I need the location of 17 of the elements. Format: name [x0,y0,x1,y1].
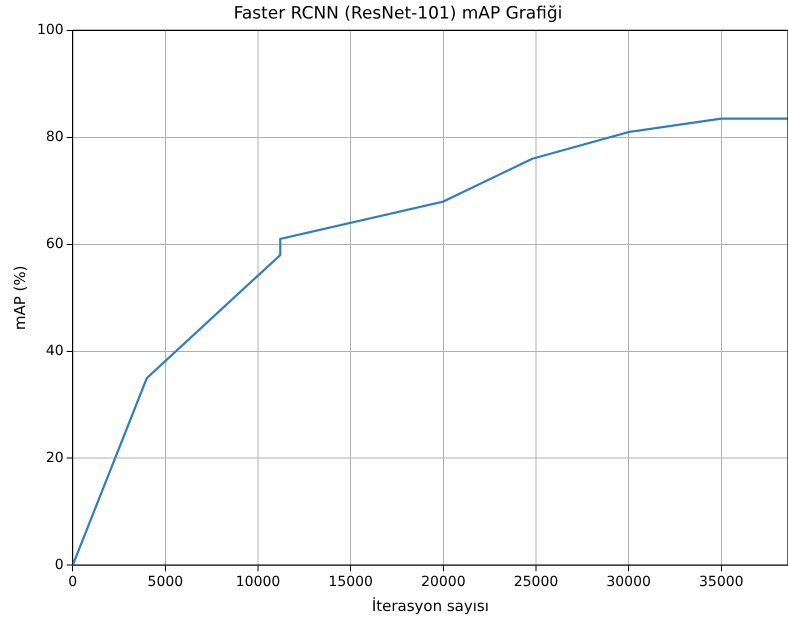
y-tick-label: 20 [46,450,64,466]
x-tick-label: 20000 [421,574,466,590]
y-tick-label: 80 [46,129,64,145]
y-axis-title: mAP (%) [10,265,29,330]
y-tick-label: 100 [36,22,64,38]
y-tick-label: 40 [46,342,64,359]
x-tick-label: 30000 [606,574,651,590]
y-tick-label: 0 [54,556,64,573]
x-tick-label: 10000 [236,574,280,590]
x-tick-label: 25000 [514,574,558,590]
y-tick-label: 60 [46,236,64,252]
x-tick-label: 0 [68,574,78,590]
x-tick-label: 35000 [699,574,744,590]
x-tick-label: 5000 [148,574,184,590]
chart-title: Faster RCNN (ResNet-101) mAP Grafiği [234,4,562,24]
x-axis-title: İterasyon sayısı [372,596,489,615]
x-tick-label: 15000 [328,574,373,590]
